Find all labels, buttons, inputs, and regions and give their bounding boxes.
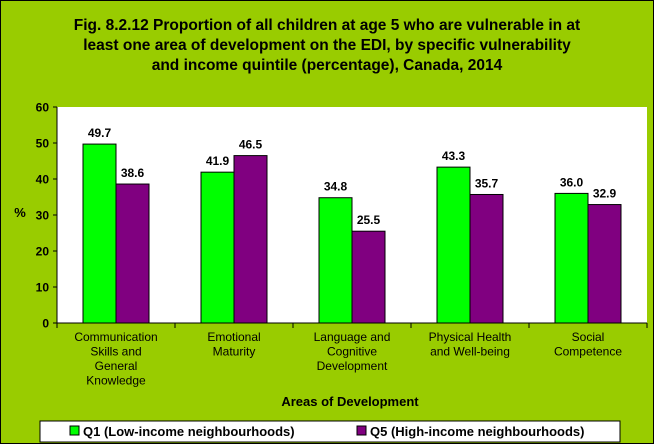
y-tick-label: 10 xyxy=(36,281,50,295)
x-tick-label: Communication Skills and General Knowledge xyxy=(74,330,157,388)
bar xyxy=(233,155,268,324)
data-label: 32.9 xyxy=(593,187,617,201)
data-label: 49.7 xyxy=(88,126,112,140)
y-tick-label: 60 xyxy=(36,101,50,115)
legend: Q1 (Low-income neighbourhoods) Q5 (High-i… xyxy=(39,420,621,443)
chart-title: Fig. 8.2.12 Proportion of all children a… xyxy=(74,17,580,74)
legend-box xyxy=(39,420,621,443)
data-label: 43.3 xyxy=(442,149,466,163)
x-tick-label: Physical Health and Well-being xyxy=(429,330,512,359)
data-label: 38.6 xyxy=(121,166,145,180)
data-label: 25.5 xyxy=(357,213,381,227)
data-label: 41.9 xyxy=(206,154,230,168)
bars xyxy=(82,143,622,324)
y-tick-label: 20 xyxy=(36,245,50,259)
x-tick-label: Emotional Maturity xyxy=(207,330,260,359)
y-axis-label: % xyxy=(14,205,26,220)
data-labels: 49.7 41.9 34.8 43.3 36.0 38.6 46.5 25.5 35.7 32.9 xyxy=(88,126,617,227)
y-axis: 0 10 20 30 40 50 60 xyxy=(36,101,58,331)
bar xyxy=(200,171,235,324)
bar xyxy=(351,230,386,324)
data-label: 34.8 xyxy=(324,180,348,194)
title-line: Fig. 8.2.12 Proportion of all children a… xyxy=(74,17,580,34)
y-tick-label: 30 xyxy=(36,209,50,223)
x-tick-label: Social Competence xyxy=(554,330,622,359)
title-line: least one area of development on the EDI… xyxy=(83,37,571,54)
legend-label: Q5 (High-income neighbourhoods) xyxy=(370,424,585,439)
bar xyxy=(436,166,471,324)
title-line: and income quintile (percentage), Canada… xyxy=(152,57,503,74)
x-tick-label: Language and Cognitive Development xyxy=(314,330,391,373)
legend-label: Q1 (Low-income neighbourhoods) xyxy=(83,424,295,439)
data-label: 35.7 xyxy=(475,176,499,190)
data-label: 46.5 xyxy=(239,138,263,152)
y-tick-label: 0 xyxy=(42,317,49,331)
bar xyxy=(469,193,504,324)
x-axis: Communication Skills and General Knowledge E… xyxy=(56,322,648,388)
x-axis-label: Areas of Development xyxy=(281,394,419,409)
legend-swatch xyxy=(69,425,80,436)
bar xyxy=(82,143,117,324)
legend-swatch xyxy=(356,425,367,436)
bar xyxy=(318,197,353,324)
bar xyxy=(554,192,589,324)
y-tick-label: 40 xyxy=(36,173,50,187)
y-tick-label: 50 xyxy=(36,137,50,151)
bar xyxy=(587,204,622,324)
data-label: 36.0 xyxy=(560,175,584,189)
bar xyxy=(115,183,150,324)
